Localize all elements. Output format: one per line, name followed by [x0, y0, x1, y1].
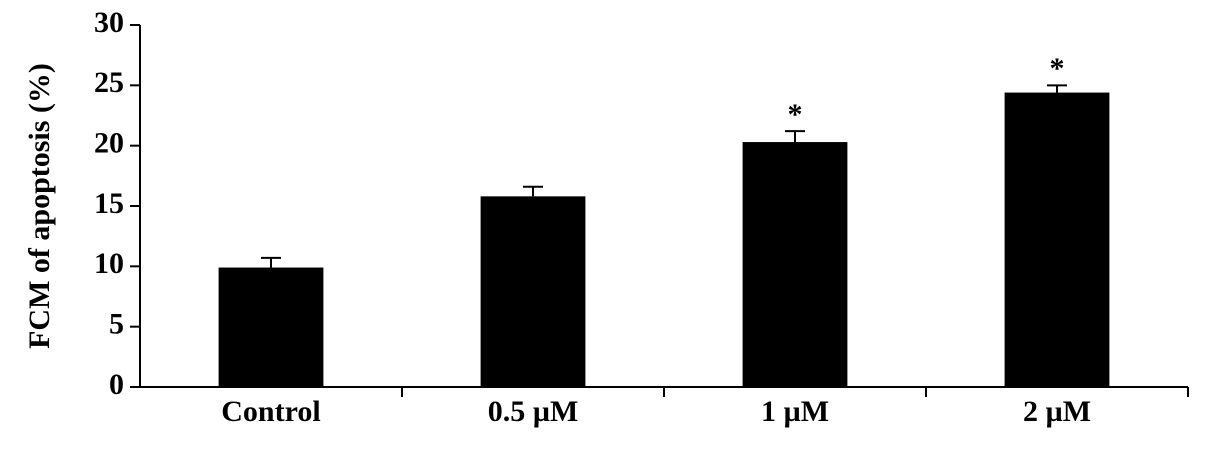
y-tick-label: 25 — [94, 66, 124, 99]
significance-marker: * — [788, 98, 803, 131]
x-tick-label: 0.5 µM — [488, 395, 579, 428]
y-tick-label: 30 — [94, 6, 124, 39]
x-tick-label: 1 µM — [761, 395, 829, 428]
bar — [742, 142, 848, 387]
y-tick-label: 0 — [109, 368, 124, 401]
x-tick-label: 2 µM — [1023, 395, 1091, 428]
significance-marker: * — [1050, 52, 1065, 85]
bar — [1004, 92, 1110, 387]
y-tick-label: 15 — [94, 187, 124, 220]
y-tick-label: 20 — [94, 127, 124, 160]
x-tick-label: Control — [221, 395, 320, 428]
bar — [480, 196, 586, 387]
bar — [218, 267, 324, 387]
y-tick-label: 5 — [109, 308, 124, 341]
y-tick-label: 10 — [94, 247, 124, 280]
y-axis-label: FCM of apoptosis (%) — [23, 63, 56, 349]
